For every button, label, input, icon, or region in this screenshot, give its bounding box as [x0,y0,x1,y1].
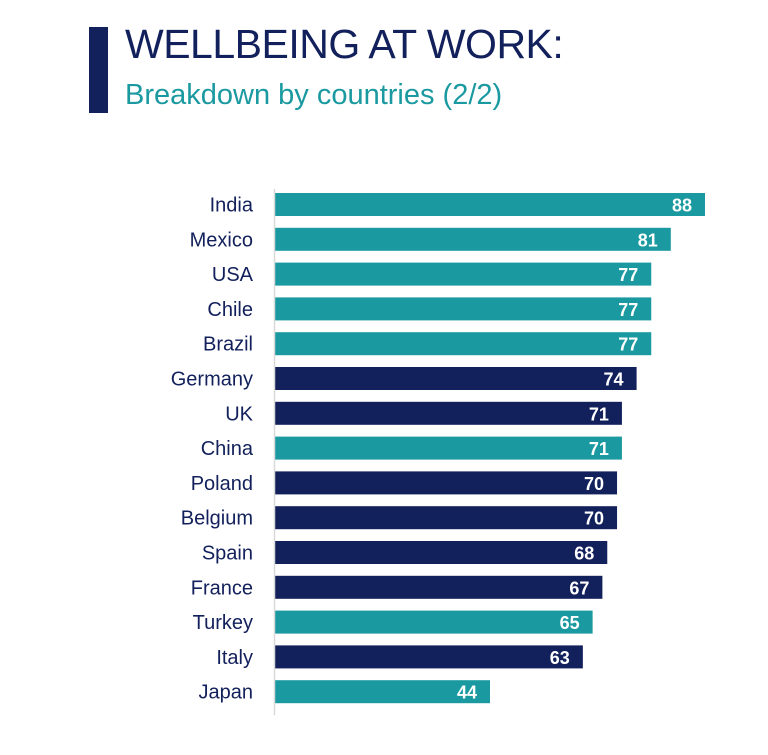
bar-chile [275,297,652,321]
bar-spain [275,541,608,564]
value-label-spain: 68 [574,544,594,564]
bar-germany [275,367,637,390]
category-label-poland: Poland [191,473,253,495]
category-label-belgium: Belgium [181,508,253,530]
value-label-india: 88 [672,196,692,216]
value-label-turkey: 65 [560,613,580,633]
category-label-italy: Italy [216,647,253,669]
bar-turkey [275,610,593,634]
category-label-turkey: Turkey [193,612,253,634]
value-label-poland: 70 [584,474,604,494]
category-label-japan: Japan [199,682,254,704]
category-label-mexico: Mexico [190,229,253,251]
bar-poland [275,471,618,495]
page-title: WELLBEING AT WORK: [125,21,564,67]
value-label-italy: 63 [550,648,570,668]
category-label-germany: Germany [171,369,253,391]
value-label-belgium: 70 [584,509,604,529]
bar-usa [275,262,652,286]
value-label-japan: 44 [457,683,477,703]
bar-uk [275,401,622,425]
bar-italy [275,645,583,669]
value-label-china: 71 [589,439,609,459]
category-label-india: India [210,195,254,217]
category-label-brazil: Brazil [203,334,253,356]
bar-china [275,436,622,460]
bar-france [275,575,603,599]
value-label-uk: 71 [589,404,609,424]
bar-belgium [275,506,618,530]
category-label-uk: UK [225,403,253,425]
category-label-china: China [201,438,254,460]
page-subtitle: Breakdown by countries (2/2) [125,79,503,111]
bar-japan [275,680,490,704]
bar-brazil [275,332,652,356]
category-label-chile: Chile [207,299,253,321]
bar-mexico [275,227,671,251]
category-label-spain: Spain [202,543,253,565]
value-label-mexico: 81 [638,230,658,250]
category-label-usa: USA [212,264,254,286]
title-accent-bar [89,27,108,113]
bars-group: India 88 Mexico 81 USA 77 Chile 77 Brazil 77 Germa… [171,193,705,704]
value-label-chile: 77 [618,300,638,320]
value-label-france: 67 [569,578,589,598]
value-label-germany: 74 [604,370,624,390]
value-label-usa: 77 [618,265,638,285]
category-label-france: France [191,577,253,599]
value-label-brazil: 77 [618,335,638,355]
bar-india [275,193,705,216]
